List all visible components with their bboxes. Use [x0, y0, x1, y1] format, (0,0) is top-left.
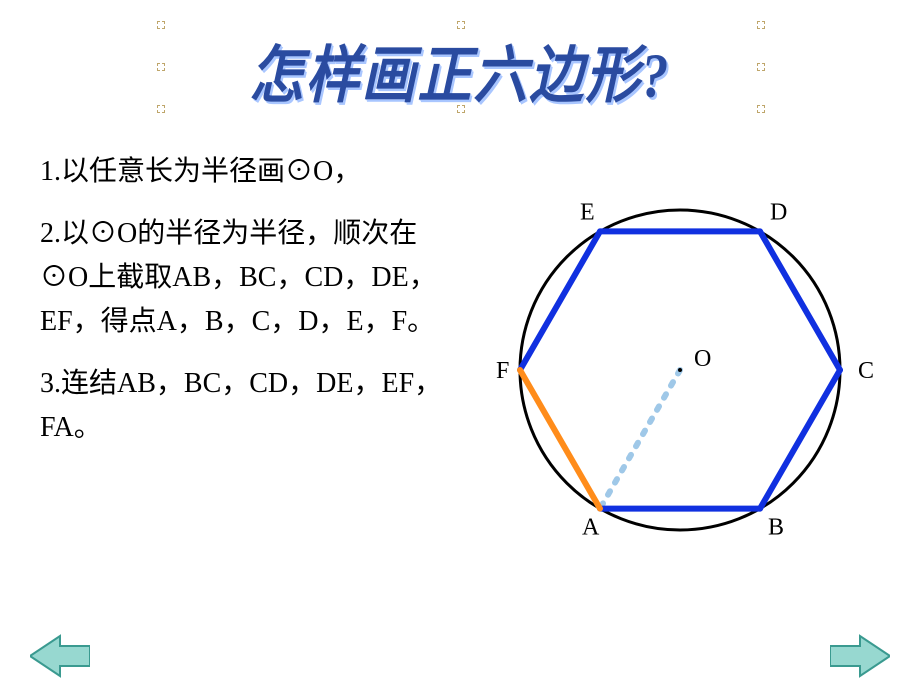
page-title: 怎样画正六边形?: [0, 24, 920, 115]
prev-arrow-icon[interactable]: [30, 632, 90, 680]
svg-text:C: C: [858, 358, 874, 384]
step-2: 2.以⊙O的半径为半径，顺次在⊙O上截取AB，BC，CD，DE，EF，得点A，B…: [40, 212, 460, 344]
selection-handle: [157, 21, 165, 29]
svg-text:E: E: [580, 199, 595, 225]
selection-handle: [157, 105, 165, 113]
step-3: 3.连结AB，BC，CD，DE，EF，FA。: [40, 362, 460, 450]
selection-handle: [757, 105, 765, 113]
svg-text:F: F: [496, 358, 509, 384]
steps-panel: 1.以任意长为半径画⊙O， 2.以⊙O的半径为半径，顺次在⊙O上截取AB，BC，…: [40, 150, 460, 468]
selection-handle: [757, 63, 765, 71]
selection-handle: [157, 63, 165, 71]
next-arrow-icon[interactable]: [830, 632, 890, 680]
hexagon-diagram: O A B C D E F: [480, 170, 880, 570]
svg-text:D: D: [770, 199, 787, 225]
step-1: 1.以任意长为半径画⊙O，: [40, 150, 460, 194]
selection-handle: [757, 21, 765, 29]
svg-text:A: A: [582, 515, 600, 541]
svg-text:O: O: [694, 346, 711, 372]
svg-text:B: B: [768, 515, 784, 541]
selection-handle: [457, 21, 465, 29]
selection-handle: [457, 105, 465, 113]
